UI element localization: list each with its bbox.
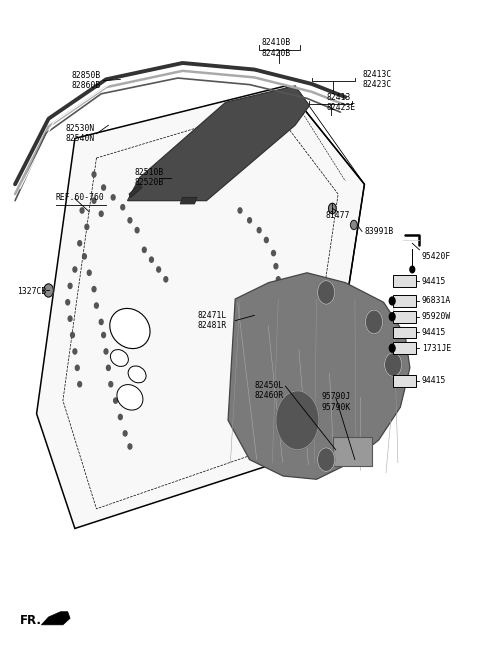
Text: 82413
82423E: 82413 82423E (326, 93, 355, 112)
Circle shape (92, 172, 96, 177)
Circle shape (104, 349, 108, 354)
Circle shape (272, 290, 276, 295)
Circle shape (264, 237, 268, 242)
Circle shape (99, 319, 103, 325)
Polygon shape (333, 437, 372, 466)
Circle shape (87, 270, 91, 275)
Circle shape (157, 267, 160, 272)
Circle shape (119, 415, 122, 420)
Text: FR.: FR. (20, 614, 42, 627)
Circle shape (318, 448, 335, 472)
Circle shape (318, 281, 335, 304)
Circle shape (164, 277, 168, 282)
Text: 82510B
82520B: 82510B 82520B (134, 168, 164, 187)
Ellipse shape (110, 308, 150, 349)
Polygon shape (41, 612, 70, 625)
Circle shape (389, 344, 395, 352)
Text: 94415: 94415 (422, 277, 446, 286)
Text: 94415: 94415 (422, 328, 446, 337)
Circle shape (272, 250, 276, 256)
Text: 94415: 94415 (422, 376, 446, 386)
Circle shape (99, 211, 103, 216)
Circle shape (276, 277, 280, 282)
Circle shape (95, 303, 98, 308)
Circle shape (78, 382, 82, 387)
Circle shape (85, 224, 89, 229)
Text: 82471L
82481R: 82471L 82481R (198, 311, 227, 330)
Text: 95920W: 95920W (422, 312, 451, 321)
Circle shape (135, 227, 139, 233)
Circle shape (73, 267, 77, 272)
FancyBboxPatch shape (393, 311, 416, 323)
FancyBboxPatch shape (393, 295, 416, 307)
Text: 82850B
82860B: 82850B 82860B (71, 71, 100, 91)
FancyBboxPatch shape (393, 275, 416, 287)
Text: 95420F: 95420F (422, 252, 451, 261)
Circle shape (123, 431, 127, 436)
Text: 96831A: 96831A (422, 296, 451, 306)
Circle shape (128, 444, 132, 449)
Circle shape (248, 217, 252, 223)
Circle shape (128, 217, 132, 223)
Circle shape (389, 313, 395, 321)
Circle shape (107, 365, 110, 371)
Circle shape (143, 247, 146, 252)
Circle shape (92, 286, 96, 292)
Circle shape (44, 284, 53, 297)
Circle shape (150, 257, 154, 262)
Circle shape (92, 198, 96, 203)
FancyBboxPatch shape (393, 342, 416, 354)
Polygon shape (129, 184, 142, 197)
Circle shape (111, 194, 115, 200)
FancyBboxPatch shape (393, 375, 416, 387)
Ellipse shape (128, 366, 146, 383)
Circle shape (83, 254, 86, 259)
Polygon shape (180, 197, 197, 204)
Text: 82450L
82460R: 82450L 82460R (254, 381, 283, 401)
Circle shape (410, 266, 415, 273)
FancyBboxPatch shape (393, 327, 416, 338)
Text: REF.60-760: REF.60-760 (56, 193, 105, 202)
Circle shape (114, 398, 118, 403)
Circle shape (274, 263, 278, 269)
Circle shape (384, 353, 402, 376)
Polygon shape (36, 86, 364, 528)
Circle shape (350, 220, 357, 229)
Text: 82413C
82423C: 82413C 82423C (362, 70, 391, 89)
Circle shape (73, 349, 77, 354)
Circle shape (80, 208, 84, 213)
Polygon shape (228, 273, 410, 480)
Text: 95790J
95790K: 95790J 95790K (321, 392, 350, 412)
Circle shape (102, 332, 106, 338)
Circle shape (66, 300, 70, 305)
Circle shape (238, 208, 242, 213)
Text: 1731JE: 1731JE (422, 344, 451, 353)
Ellipse shape (117, 384, 143, 410)
Text: 1327CB: 1327CB (17, 286, 47, 296)
Circle shape (102, 185, 106, 190)
Circle shape (68, 283, 72, 288)
Circle shape (78, 240, 82, 246)
Text: 82530N
82540N: 82530N 82540N (65, 124, 94, 143)
Circle shape (365, 310, 383, 334)
Circle shape (389, 297, 395, 305)
Text: 81477: 81477 (326, 212, 350, 220)
Circle shape (328, 203, 336, 214)
Polygon shape (128, 86, 310, 200)
Circle shape (276, 391, 319, 450)
Text: 82410B
82420B: 82410B 82420B (261, 38, 290, 58)
Circle shape (121, 204, 125, 210)
Circle shape (71, 332, 74, 338)
Circle shape (68, 316, 72, 321)
Text: 83991B: 83991B (364, 227, 394, 236)
Circle shape (109, 382, 113, 387)
Circle shape (257, 227, 261, 233)
Ellipse shape (110, 350, 128, 367)
Circle shape (75, 365, 79, 371)
